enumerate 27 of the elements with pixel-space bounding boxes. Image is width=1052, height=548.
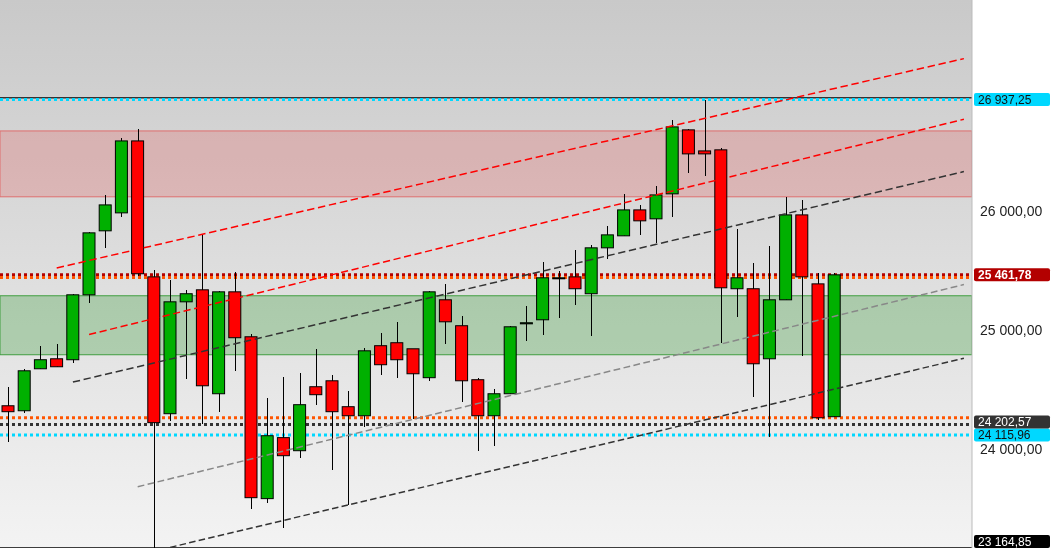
ref-line-label: 25 461,78 [978, 268, 1032, 283]
candlestick [50, 343, 64, 368]
candlestick [179, 289, 193, 380]
candlestick [568, 249, 582, 306]
candlestick [33, 345, 47, 370]
y-tick-label: 24 000,00 [980, 440, 1043, 457]
candlestick [633, 204, 647, 236]
candlestick [698, 99, 712, 177]
candlestick [730, 228, 744, 318]
ref-line-label: 26 937,25 [978, 92, 1032, 107]
candlestick [600, 225, 614, 260]
candlestick [519, 305, 533, 342]
candlestick [374, 332, 388, 376]
candlestick [341, 390, 355, 506]
candlestick [438, 283, 452, 345]
candlestick [390, 321, 404, 379]
y-tick-label: 26 000,00 [980, 202, 1043, 219]
candlestick [487, 388, 501, 447]
candlestick [552, 270, 566, 319]
candlestick [309, 348, 323, 406]
candlestick [1, 386, 15, 443]
ref-line-label: 23 164,85 [978, 535, 1032, 548]
candlestick [649, 185, 663, 244]
candlestick [276, 376, 290, 529]
ref-line-label: 24 202,57 [978, 415, 1032, 430]
ref-line-label: 24 115,96 [978, 428, 1031, 443]
y-tick-label: 25 000,00 [980, 321, 1043, 338]
